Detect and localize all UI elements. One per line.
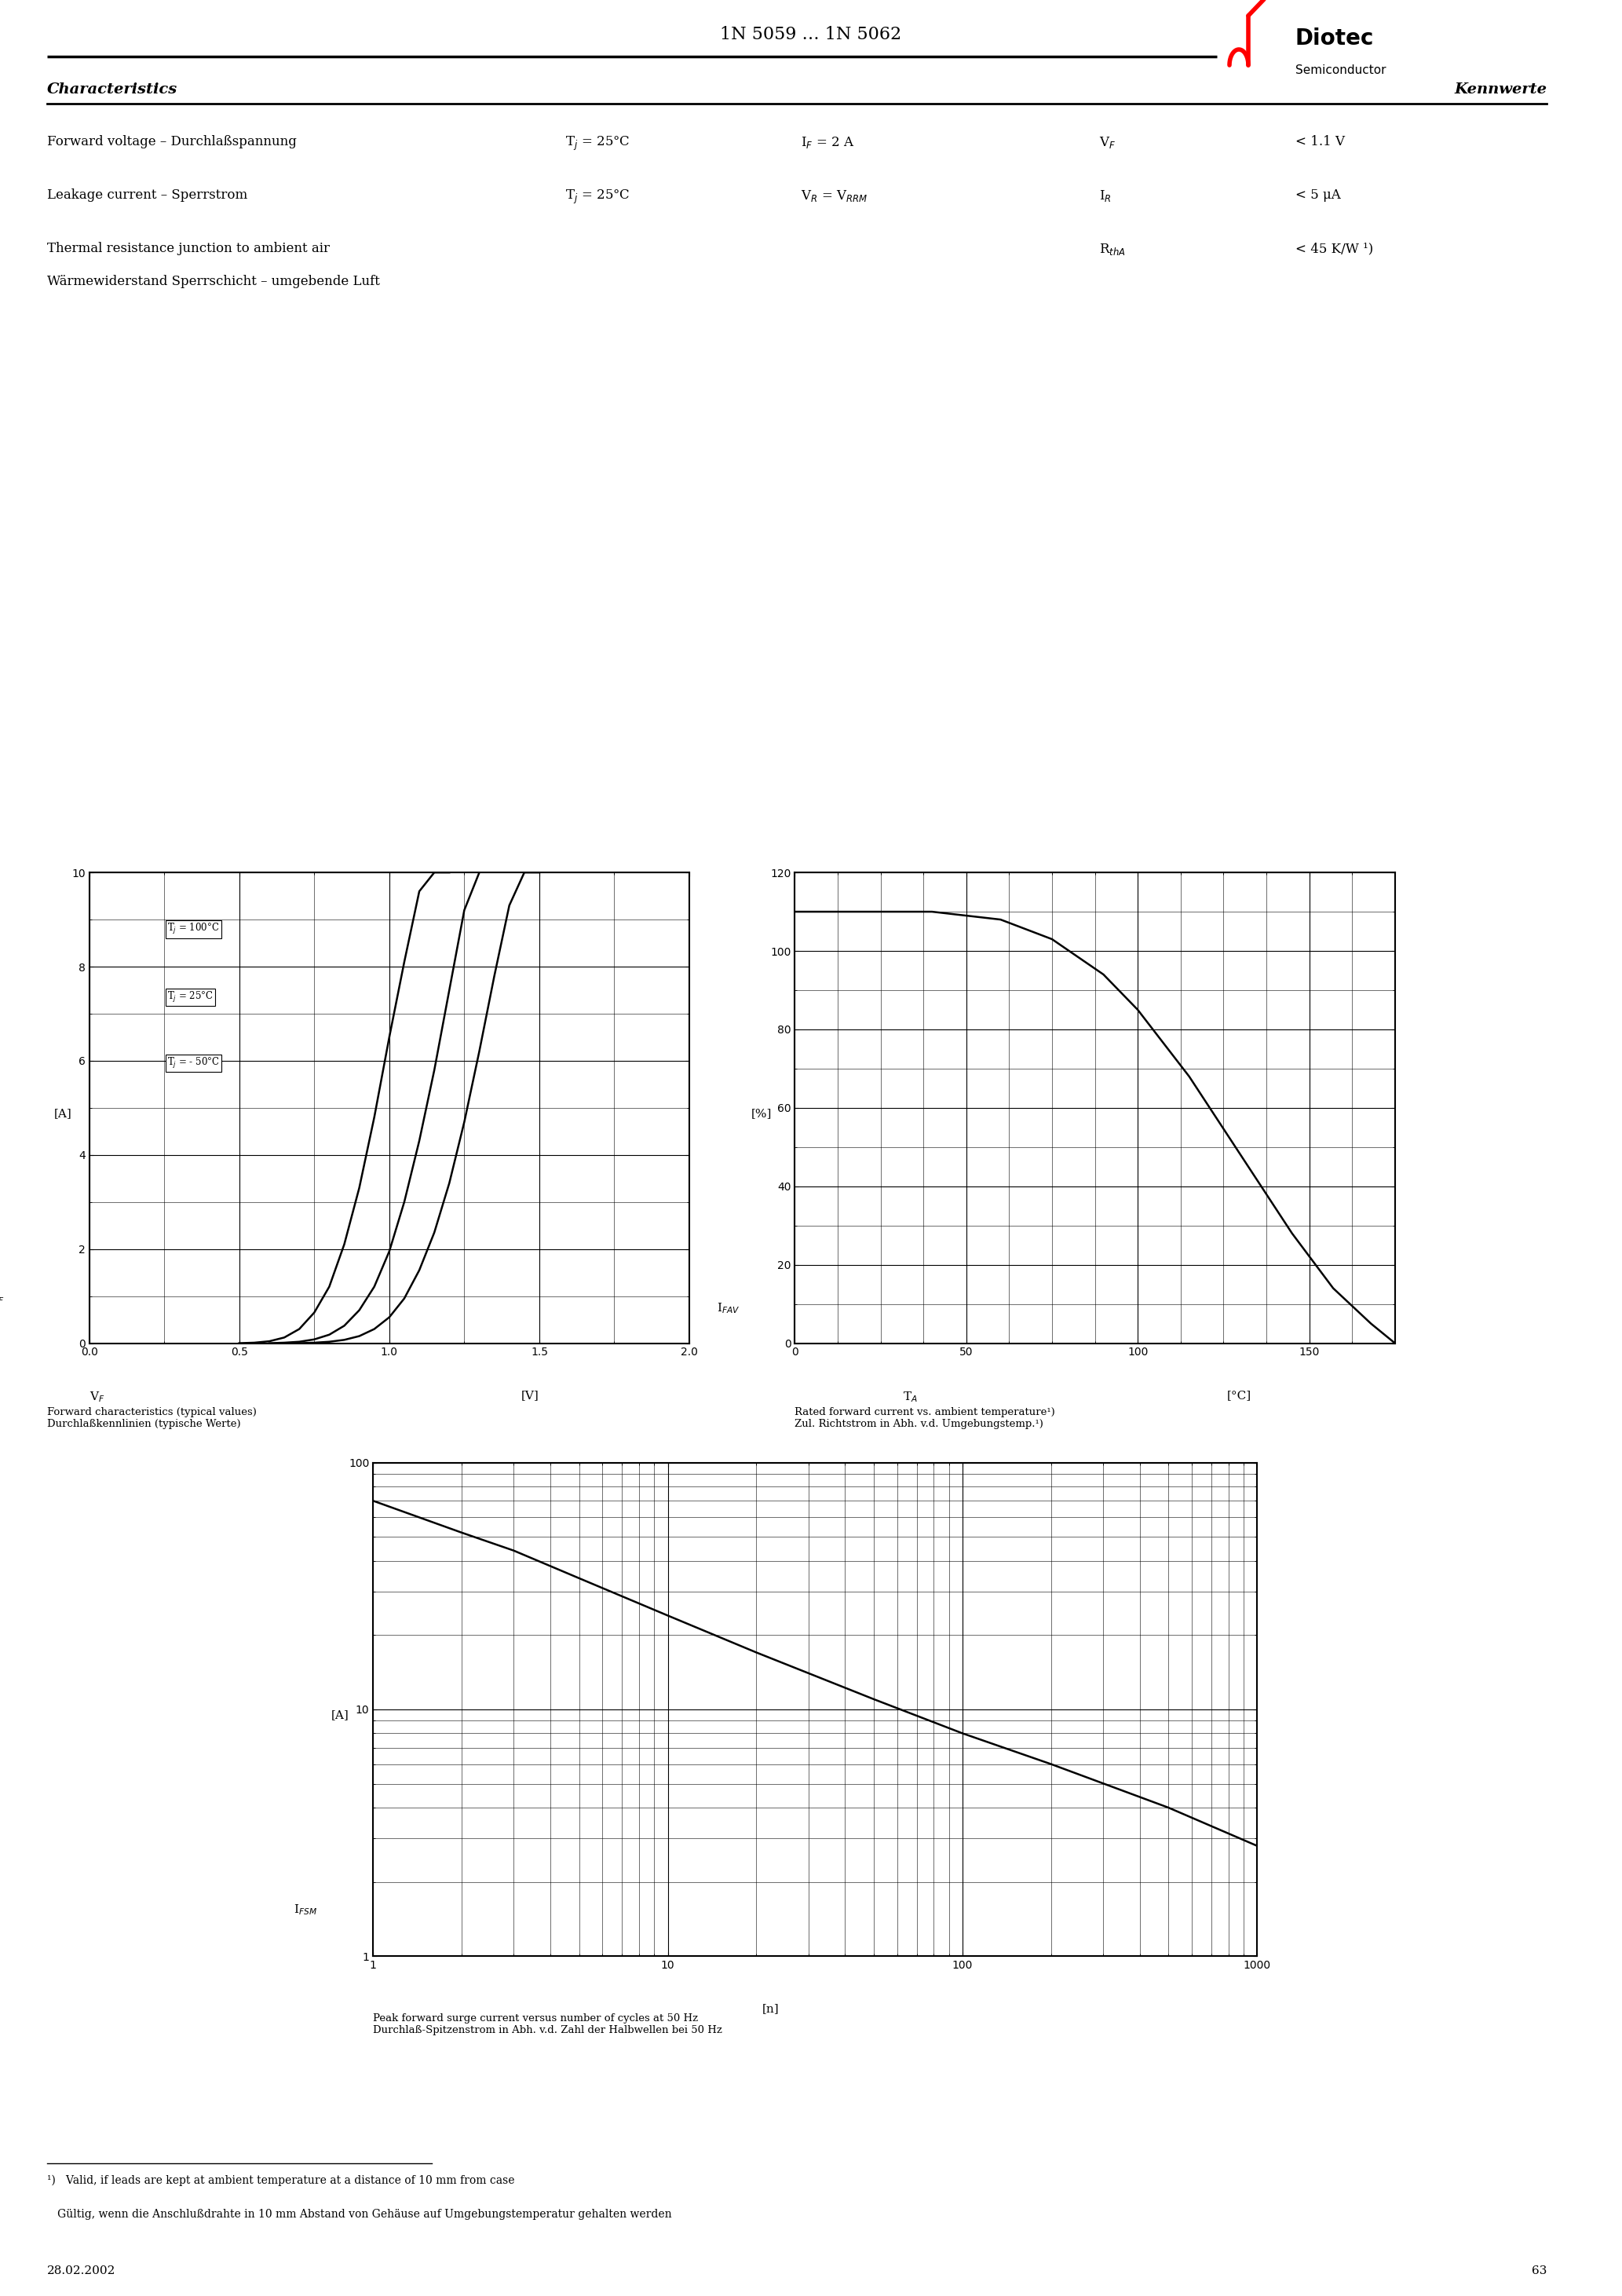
Text: ¹)   Valid, if leads are kept at ambient temperature at a distance of 10 mm from: ¹) Valid, if leads are kept at ambient t… (47, 2174, 514, 2186)
Y-axis label: [A]: [A] (54, 1107, 71, 1118)
Text: V$_R$ = V$_{RRM}$: V$_R$ = V$_{RRM}$ (801, 188, 868, 204)
Text: T$_j$ = 25°C: T$_j$ = 25°C (564, 135, 629, 152)
Text: [°C]: [°C] (1226, 1389, 1251, 1401)
Text: R$_{thA}$: R$_{thA}$ (1100, 241, 1126, 257)
Text: Rated forward current vs. ambient temperature¹)
Zul. Richtstrom in Abh. v.d. Umg: Rated forward current vs. ambient temper… (795, 1407, 1056, 1430)
Text: [n]: [n] (762, 2002, 779, 2014)
Text: V$_F$: V$_F$ (1100, 135, 1116, 149)
Text: I$_R$: I$_R$ (1100, 188, 1111, 204)
Text: V$_F$: V$_F$ (89, 1389, 104, 1405)
Text: Forward characteristics (typical values)
Durchlaßkennlinien (typische Werte): Forward characteristics (typical values)… (47, 1407, 256, 1430)
Text: 1N 5059 … 1N 5062: 1N 5059 … 1N 5062 (720, 25, 902, 44)
Text: [V]: [V] (521, 1389, 539, 1401)
Text: T$_j$ = 25°C: T$_j$ = 25°C (167, 990, 214, 1003)
Text: I$_{FSM}$: I$_{FSM}$ (294, 1903, 316, 1917)
Text: Peak forward surge current versus number of cycles at 50 Hz
Durchlaß-Spitzenstro: Peak forward surge current versus number… (373, 2014, 722, 2037)
Text: T$_j$ = - 50°C: T$_j$ = - 50°C (167, 1056, 219, 1070)
Y-axis label: [A]: [A] (331, 1708, 349, 1720)
Text: < 45 K/W ¹): < 45 K/W ¹) (1296, 241, 1374, 255)
Text: Semiconductor: Semiconductor (1296, 64, 1387, 76)
Text: Leakage current – Sperrstrom: Leakage current – Sperrstrom (47, 188, 248, 202)
Text: 63: 63 (1531, 2266, 1547, 2275)
Text: 28.02.2002: 28.02.2002 (47, 2266, 115, 2275)
Text: T$_A$: T$_A$ (903, 1389, 918, 1405)
Text: Forward voltage – Durchlaßspannung: Forward voltage – Durchlaßspannung (47, 135, 297, 149)
Text: Characteristics: Characteristics (47, 83, 178, 96)
Text: Diotec: Diotec (1296, 28, 1374, 51)
Text: Wärmewiderstand Sperrschicht – umgebende Luft: Wärmewiderstand Sperrschicht – umgebende… (47, 276, 380, 289)
Text: Gültig, wenn die Anschlußdrahte in 10 mm Abstand von Gehäuse auf Umgebungstemper: Gültig, wenn die Anschlußdrahte in 10 mm… (47, 2209, 672, 2220)
Text: I$_{FAV}$: I$_{FAV}$ (717, 1302, 740, 1316)
Text: Thermal resistance junction to ambient air: Thermal resistance junction to ambient a… (47, 241, 329, 255)
Text: T$_j$ = 25°C: T$_j$ = 25°C (564, 188, 629, 207)
Text: I$_F$: I$_F$ (0, 1293, 5, 1306)
Text: T$_j$ = 100°C: T$_j$ = 100°C (167, 923, 219, 937)
Text: Kennwerte: Kennwerte (1453, 83, 1547, 96)
Text: < 1.1 V: < 1.1 V (1296, 135, 1345, 149)
Text: I$_F$ = 2 A: I$_F$ = 2 A (801, 135, 855, 149)
Y-axis label: [%]: [%] (751, 1107, 772, 1118)
Text: < 5 μA: < 5 μA (1296, 188, 1341, 202)
